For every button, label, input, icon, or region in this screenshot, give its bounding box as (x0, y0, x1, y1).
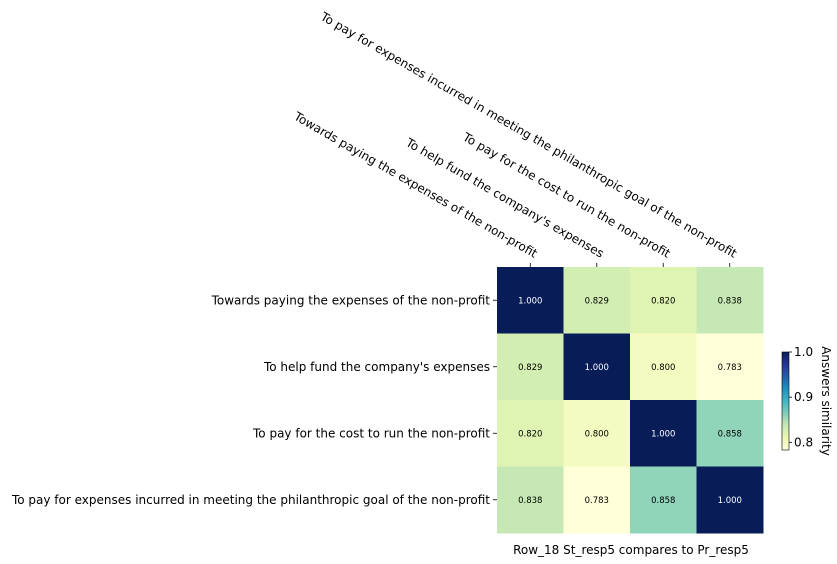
cell-value-label: 1.000 (585, 363, 609, 373)
column-labels: Towards paying the expenses of the non-p… (291, 9, 740, 267)
column-label: To pay for expenses incurred in meeting … (317, 9, 739, 261)
heatmap-cell (563, 466, 631, 534)
cell-value-label: 0.783 (718, 363, 742, 373)
colorbar-ticks: 0.8 0.9 1.0 (789, 345, 813, 449)
colorbar: 0.8 0.9 1.0 Answers similarity (781, 345, 833, 456)
cell-value-label: 0.838 (518, 496, 542, 506)
heatmap-cell (563, 333, 631, 401)
cell-value-label: 0.800 (651, 363, 675, 373)
heatmap-cell (630, 466, 697, 534)
heatmap-cell (696, 400, 764, 467)
heatmap-cell (497, 333, 564, 401)
cell-value-label: 0.783 (585, 496, 609, 506)
column-label: Towards paying the expenses of the non-p… (291, 109, 540, 261)
cell-value-label: 0.829 (518, 363, 542, 373)
cell-value-label: 0.820 (651, 296, 675, 306)
cell-value-label: 0.820 (518, 429, 542, 439)
cell-value-label: 0.829 (585, 296, 609, 306)
colorbar-tick-label: 0.9 (794, 390, 813, 404)
row-label: To help fund the company's expenses (263, 360, 490, 374)
heatmap-cells: 1.000 0.829 0.820 0.838 0.829 1.000 0.800 0.783… (497, 267, 764, 534)
colorbar-tick-label: 0.8 (794, 435, 813, 449)
heatmap-cell (563, 400, 631, 467)
cell-value-label: 0.858 (718, 429, 742, 439)
row-labels: Towards paying the expenses of the non-p… (11, 293, 497, 507)
heatmap-cell (563, 267, 631, 334)
colorbar-title: Answers similarity (819, 346, 833, 456)
row-label: To pay for expenses incurred in meeting … (11, 493, 490, 507)
heatmap-cell (497, 466, 564, 534)
heatmap-cell (497, 400, 564, 467)
x-axis-title: Row_18 St_resp5 compares to Pr_resp5 (513, 543, 749, 557)
heatmap-cell (696, 466, 764, 534)
heatmap-cell (630, 267, 697, 334)
cell-value-label: 0.800 (585, 429, 609, 439)
colorbar-tick-label: 1.0 (794, 345, 813, 359)
heatmap-cell (696, 267, 764, 334)
heatmap-cell (696, 333, 764, 401)
cell-value-label: 1.000 (718, 496, 742, 506)
colorbar-gradient (781, 351, 790, 451)
row-label: To pay for the cost to run the non-profi… (252, 426, 490, 440)
heatmap-cell (630, 400, 697, 467)
cell-value-label: 1.000 (651, 429, 675, 439)
cell-value-label: 0.858 (651, 496, 675, 506)
cell-value-label: 1.000 (518, 296, 542, 306)
row-label: Towards paying the expenses of the non-p… (211, 293, 491, 307)
heatmap-cell (497, 267, 564, 334)
cell-value-label: 0.838 (718, 296, 742, 306)
heatmap-cell (630, 333, 697, 401)
